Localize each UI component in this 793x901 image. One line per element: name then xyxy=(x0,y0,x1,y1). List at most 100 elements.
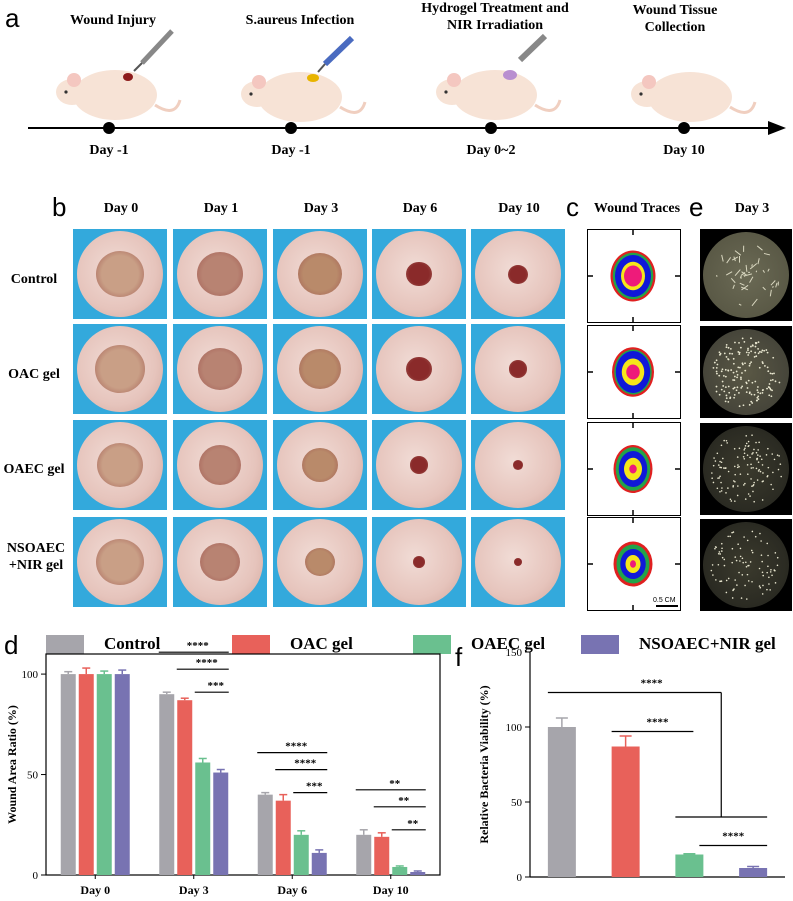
significance-label: **** xyxy=(641,678,664,690)
wound-area xyxy=(406,356,432,382)
colony xyxy=(723,558,726,561)
wound-photo xyxy=(372,229,466,319)
x-tick-label: Day 3 xyxy=(179,883,209,897)
significance-label: *** xyxy=(208,680,225,692)
y-axis-label: Wound Area Ratio (%) xyxy=(5,705,19,824)
colony xyxy=(726,442,729,444)
colony xyxy=(747,347,749,350)
colony xyxy=(728,391,731,394)
colony xyxy=(762,389,764,391)
colony xyxy=(717,552,720,555)
colony xyxy=(757,454,759,456)
colony xyxy=(756,386,759,388)
colony xyxy=(734,579,736,581)
bar xyxy=(293,834,309,875)
colony xyxy=(718,374,721,377)
colony xyxy=(736,373,739,376)
colony xyxy=(732,387,735,390)
colony xyxy=(733,465,736,468)
colony xyxy=(724,375,727,378)
colony xyxy=(741,337,744,340)
colony xyxy=(745,565,748,568)
colony xyxy=(757,348,759,350)
panel-letter-d: d xyxy=(4,630,19,660)
colony xyxy=(737,351,740,353)
colony xyxy=(753,500,755,503)
colony-streak xyxy=(744,273,752,277)
wound-area xyxy=(413,556,425,568)
colony xyxy=(752,452,754,454)
colony xyxy=(769,589,771,591)
colony xyxy=(727,400,730,403)
colony xyxy=(756,396,759,399)
colony xyxy=(738,353,741,356)
colony xyxy=(712,464,715,467)
colony xyxy=(754,535,757,538)
colony xyxy=(732,531,735,533)
colony xyxy=(768,383,771,385)
mouse-illustration-3 xyxy=(436,33,562,120)
colonies xyxy=(712,337,781,408)
colony-streak xyxy=(749,263,758,270)
colony xyxy=(734,341,736,344)
colony xyxy=(751,551,754,554)
colony xyxy=(724,467,727,469)
colony xyxy=(757,449,759,451)
colonies xyxy=(716,245,779,307)
trace-ring xyxy=(629,464,637,474)
colony xyxy=(729,535,731,538)
colony xyxy=(777,468,780,471)
colony xyxy=(717,464,720,466)
significance-label: **** xyxy=(196,657,219,669)
significance-label: **** xyxy=(187,640,210,652)
bar xyxy=(96,674,112,875)
colony xyxy=(731,561,733,564)
colony-streak xyxy=(739,282,745,286)
colony-streak xyxy=(775,282,778,288)
colony xyxy=(760,554,763,556)
colony xyxy=(746,464,749,466)
colony xyxy=(710,569,713,572)
colony xyxy=(732,589,735,591)
wound-photo xyxy=(471,517,565,607)
bar xyxy=(275,800,291,875)
colony-streak xyxy=(749,276,754,283)
colony xyxy=(763,349,766,352)
colony xyxy=(715,390,718,393)
colony xyxy=(725,346,728,349)
colony xyxy=(750,478,752,480)
agar-plate xyxy=(700,423,792,515)
colony xyxy=(739,547,742,550)
colony xyxy=(769,388,772,391)
colony-streak xyxy=(721,254,724,262)
colony xyxy=(742,561,745,564)
wound-area xyxy=(299,349,341,389)
colony xyxy=(722,467,725,469)
colony xyxy=(752,490,754,493)
colony xyxy=(779,463,782,465)
x-tick-label: Day 6 xyxy=(277,883,307,897)
bar xyxy=(114,674,130,875)
bar xyxy=(159,694,175,875)
colony xyxy=(758,468,761,471)
colony xyxy=(719,353,721,356)
plates-title: Day 3 xyxy=(734,201,770,216)
wound-area xyxy=(197,252,243,296)
colony xyxy=(740,376,742,379)
colony xyxy=(755,451,758,454)
colony xyxy=(751,530,754,533)
colony xyxy=(749,561,752,563)
trace-rings xyxy=(588,518,680,610)
bar xyxy=(410,871,426,875)
colony xyxy=(768,394,771,397)
legend-label-nsoaec: NSOAEC+NIR gel xyxy=(639,634,776,653)
colony xyxy=(756,399,758,402)
colony xyxy=(771,378,774,381)
bar xyxy=(311,852,327,875)
colony xyxy=(742,455,745,458)
wound-area xyxy=(514,558,522,566)
colony-streak xyxy=(738,303,742,306)
colony xyxy=(711,564,714,566)
scale-bar xyxy=(656,605,678,607)
col-head-day0: Day 0 xyxy=(103,201,139,216)
